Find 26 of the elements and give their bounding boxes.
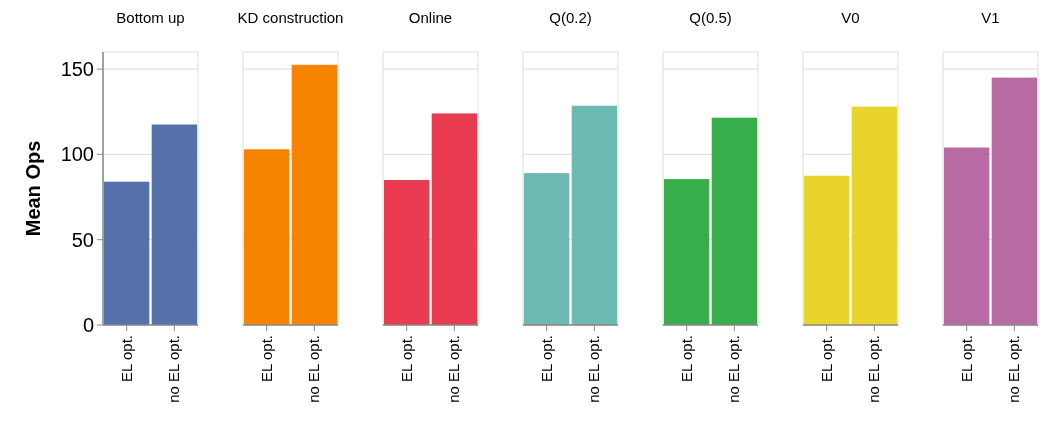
chart-title: Q(0.5)	[689, 9, 732, 26]
x-tick-label: EL opt.	[677, 335, 695, 382]
chart-title: Online	[408, 9, 453, 26]
x-tick-label: EL opt.	[397, 335, 415, 382]
y-tick-label: 0	[82, 314, 94, 336]
x-tick-label: no EL opt.	[725, 335, 743, 403]
chart-title: V1	[981, 9, 1000, 26]
chart-title: Q(0.2)	[549, 9, 592, 26]
chart-title: V0	[841, 9, 860, 26]
y-tick-label: 150	[60, 58, 94, 81]
y-tick-label: 100	[60, 143, 94, 166]
x-tick-label: no EL opt.	[165, 335, 183, 403]
chart-title: Bottom up	[116, 9, 185, 26]
y-axis-title: Mean Ops	[22, 140, 44, 237]
x-tick-label: EL opt.	[817, 335, 835, 382]
y-tick-label: 50	[71, 228, 94, 251]
chart-title: KD construction	[237, 9, 344, 26]
x-tick-label: no EL opt.	[865, 335, 883, 403]
x-tick-label: EL opt.	[117, 335, 135, 382]
x-tick-label: EL opt.	[257, 335, 275, 382]
x-tick-label: EL opt.	[537, 335, 555, 382]
x-tick-label: no EL opt.	[585, 335, 603, 403]
x-tick-label: no EL opt.	[445, 335, 463, 403]
x-tick-label: no EL opt.	[305, 335, 323, 403]
x-tick-label: no EL opt.	[1005, 335, 1023, 403]
x-tick-label: EL opt.	[957, 335, 975, 382]
